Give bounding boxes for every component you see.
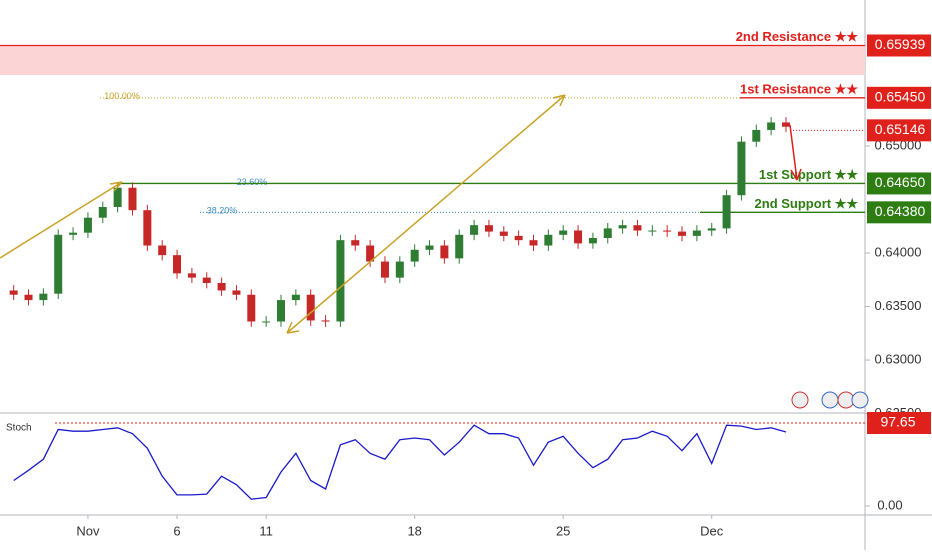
level-price-box [867, 34, 931, 57]
candle-body [470, 225, 479, 235]
candle-body [618, 225, 627, 229]
candle-body [544, 234, 553, 246]
x-tick-label: 11 [259, 523, 273, 538]
candle-body [113, 187, 122, 207]
arrow-head [790, 168, 802, 181]
candle-body [722, 195, 731, 229]
plot-layer: 0.650000.640000.635000.630000.62500Nov61… [0, 29, 931, 538]
candle-body [39, 293, 48, 301]
candle-body [574, 230, 583, 244]
candle-body [291, 294, 300, 301]
event-icon [791, 391, 809, 409]
candle-body [128, 187, 137, 211]
last-price-label: 0.65146 [875, 121, 926, 137]
candle-body [306, 294, 315, 321]
x-tick-label: 6 [173, 523, 180, 538]
y-tick-label: 0.63500 [875, 298, 922, 313]
level-price-box [867, 201, 931, 224]
candle-body [247, 294, 256, 322]
x-tick-label: Dec [700, 523, 724, 538]
candle-body [366, 245, 375, 262]
stoch-title: Stoch [6, 423, 32, 434]
stoch-level-label: 97.65 [880, 414, 915, 430]
candle-body [559, 230, 568, 235]
stoch-line [13, 424, 787, 500]
y2-tick-label: 0.00 [877, 497, 902, 512]
candle-body [24, 294, 33, 301]
last-price-box [867, 119, 931, 142]
event-icons [791, 391, 869, 409]
x-tick-label: 25 [556, 523, 570, 538]
projection-arrow [789, 124, 798, 181]
level-price-box [867, 86, 931, 109]
candle-body [98, 206, 107, 218]
candle-body [425, 245, 434, 250]
candle-body [9, 290, 18, 295]
candle-body [277, 300, 286, 322]
candle-body [410, 249, 419, 262]
candle-body [767, 122, 776, 130]
candle-body [648, 230, 657, 232]
candle-body [173, 255, 182, 274]
arrow-head [109, 181, 123, 192]
candle-body [588, 238, 597, 244]
candle-body [202, 277, 211, 283]
candle-body [514, 235, 523, 241]
candle-body [54, 234, 63, 294]
candle-body [603, 228, 612, 239]
event-icon [821, 391, 839, 409]
x-tick-label: 18 [407, 523, 421, 538]
candle-body [69, 232, 78, 235]
candle-body [455, 234, 464, 259]
candle-body [781, 122, 790, 127]
candle-body [529, 240, 538, 246]
candle-body [395, 261, 404, 278]
level-name: 2nd Support ★★ [755, 196, 859, 211]
candle-body [187, 273, 196, 278]
candle-body [380, 261, 389, 278]
candle-body [678, 231, 687, 236]
candle-body [351, 240, 360, 246]
candle-body [737, 141, 746, 196]
candle-body [217, 282, 226, 291]
event-icon [851, 391, 869, 409]
level-name: 2nd Resistance ★★ [736, 29, 859, 44]
candle-body [336, 240, 345, 322]
level-name: 1st Support ★★ [759, 167, 858, 182]
level-price-label: 0.65939 [875, 36, 926, 52]
y-tick-label: 0.63000 [875, 351, 922, 366]
candle-body [663, 230, 672, 232]
candle-body [158, 245, 167, 256]
trend-arrow [0, 181, 123, 259]
candle-body [232, 290, 241, 295]
stoch-level-box [867, 411, 931, 434]
candle-body [499, 231, 508, 236]
candle-body [440, 245, 449, 259]
candle-body [752, 129, 761, 142]
candle-body [707, 228, 716, 231]
trend-arrow [286, 94, 566, 334]
x-tick-label: Nov [76, 523, 100, 538]
candle-body [143, 210, 152, 246]
level-price-box [867, 172, 931, 195]
fib-label: 23.60% [237, 177, 268, 187]
candle-body [633, 225, 642, 231]
level-name: 1st Resistance ★★ [740, 81, 858, 96]
candle-body [83, 217, 92, 233]
level-price-label: 0.65450 [875, 89, 926, 105]
resistance-zone [0, 45, 865, 75]
y-tick-label: 0.64000 [875, 244, 922, 259]
arrow-head [286, 94, 566, 334]
fib-label: 38.20% [207, 206, 238, 216]
candle-body [262, 321, 271, 323]
level-price-label: 0.64650 [875, 174, 926, 190]
level-price-label: 0.64380 [875, 203, 926, 219]
fib-label: 100.00% [104, 91, 140, 101]
candle-body [321, 320, 330, 322]
candle-body [692, 230, 701, 236]
candle-body [484, 225, 493, 232]
